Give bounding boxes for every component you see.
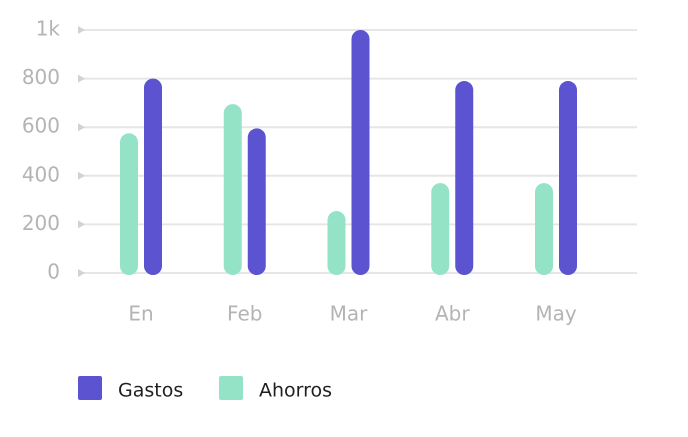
- bar-gastos-en: [144, 78, 162, 275]
- bar-ahorros-en: [120, 133, 138, 275]
- legend-swatch-gastos: [78, 376, 102, 400]
- y-tick-marker: [78, 171, 85, 180]
- x-tick-label: Abr: [435, 302, 470, 326]
- bar-ahorros-feb: [223, 104, 242, 276]
- bar-ahorros-may: [535, 183, 553, 275]
- legend-label-gastos: Gastos: [118, 380, 183, 402]
- y-tick-label: 600: [22, 114, 60, 138]
- y-tick-label: 0: [47, 260, 60, 284]
- y-tick-marker: [78, 26, 85, 34]
- bars: [120, 30, 577, 276]
- legend-label-ahorros: Ahorros: [259, 380, 332, 402]
- x-axis-tick-labels: En Feb Mar Abr May: [128, 302, 576, 326]
- bar-gastos-abr: [455, 81, 474, 275]
- y-tick-marker: [78, 220, 85, 229]
- bar-ahorros-mar: [327, 211, 346, 275]
- y-tick-label: 1k: [36, 17, 61, 41]
- legend: Gastos Ahorros: [78, 376, 332, 402]
- x-tick-label: En: [128, 302, 153, 326]
- y-tick-marker: [78, 269, 85, 277]
- x-tick-label: May: [535, 302, 577, 326]
- y-tick-label: 400: [22, 162, 60, 186]
- bar-gastos-may: [559, 81, 577, 275]
- x-tick-label: Feb: [227, 302, 262, 326]
- bar-gastos-feb: [247, 128, 266, 275]
- y-tick-marker: [78, 74, 85, 83]
- bar-gastos-mar: [351, 30, 370, 275]
- bar-ahorros-abr: [431, 183, 450, 275]
- y-axis-tick-labels: 0 200 400 600 800 1k: [22, 17, 61, 284]
- x-tick-label: Mar: [330, 302, 369, 326]
- y-tick-marker: [78, 123, 85, 132]
- y-tick-label: 800: [22, 65, 60, 89]
- legend-swatch-ahorros: [219, 376, 243, 400]
- y-tick-label: 200: [22, 211, 60, 235]
